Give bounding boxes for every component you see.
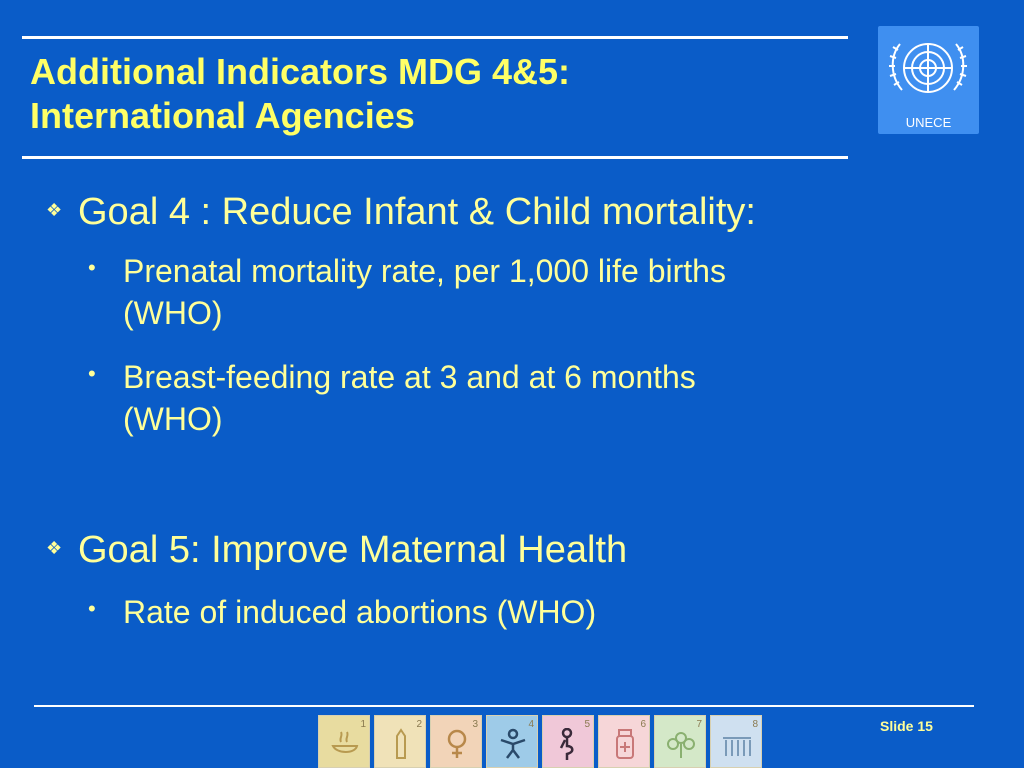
title-top-rule [22, 36, 848, 39]
pencil-icon [396, 728, 406, 759]
goal-4-item-2: Breast-feeding rate at 3 and at 6 months… [123, 356, 883, 440]
mdg-number: 8 [752, 719, 758, 730]
goal-4-item-2-line-1: Breast-feeding rate at 3 and at 6 months [123, 359, 696, 395]
goal-5-heading: Goal 5: Improve Maternal Health [78, 529, 628, 571]
diamond-bullet-icon: ❖ [46, 200, 63, 220]
mdg-number: 5 [584, 719, 590, 730]
mdg-number: 6 [640, 719, 646, 730]
mdg-goal-2-tile: 2 [374, 715, 426, 768]
unece-logo: UNECE [878, 26, 979, 134]
mdg-number: 1 [360, 719, 366, 730]
mdg-goal-6-tile: 6 [598, 715, 650, 768]
mdg-number: 4 [528, 719, 534, 730]
mdg-number: 3 [472, 719, 478, 730]
mdg-goal-8-tile: 8 [710, 715, 762, 768]
mdg-goal-3-tile: 3 [430, 715, 482, 768]
plant-icon [667, 732, 695, 758]
logo-label: UNECE [905, 115, 952, 130]
title-line-1: Additional Indicators MDG 4&5: [30, 51, 571, 92]
goal-4-heading: Goal 4 : Reduce Infant & Child mortality… [78, 191, 756, 233]
female-symbol-icon [447, 729, 467, 758]
dot-bullet-icon: • [88, 596, 96, 621]
people-icon [723, 737, 751, 756]
goal-4-item-1: Prenatal mortality rate, per 1,000 life … [123, 250, 883, 334]
goal-5-item-1-line-1: Rate of induced abortions (WHO) [123, 594, 597, 630]
footer-rule [34, 705, 974, 707]
mdg-goal-7-tile: 7 [654, 715, 706, 768]
title-line-2: International Agencies [30, 95, 415, 136]
slide-number: Slide 15 [880, 718, 933, 734]
bowl-icon [331, 731, 359, 753]
goal-4-item-1-line-2: (WHO) [123, 295, 223, 331]
pregnant-woman-icon [559, 728, 574, 760]
un-emblem-icon [889, 43, 967, 93]
goal-4-item-2-line-2: (WHO) [123, 401, 223, 437]
mdg-number: 7 [696, 719, 702, 730]
dot-bullet-icon: • [88, 361, 96, 386]
mdg-goal-5-tile: 5 [542, 715, 594, 768]
medicine-icon [616, 729, 634, 759]
mdg-goal-4-tile: 4 [486, 715, 538, 768]
mdg-number: 2 [416, 719, 422, 730]
dot-bullet-icon: • [88, 255, 96, 280]
goal-5-item-1: Rate of induced abortions (WHO) [123, 591, 883, 633]
diamond-bullet-icon: ❖ [46, 538, 63, 558]
title-bottom-rule [22, 156, 848, 159]
mdg-icon-strip: 1 2 3 4 5 6 7 8 [318, 715, 762, 768]
mdg-goal-1-tile: 1 [318, 715, 370, 768]
slide-title: Additional Indicators MDG 4&5: Internati… [30, 50, 830, 138]
child-icon [500, 728, 526, 759]
goal-4-item-1-line-1: Prenatal mortality rate, per 1,000 life … [123, 253, 726, 289]
